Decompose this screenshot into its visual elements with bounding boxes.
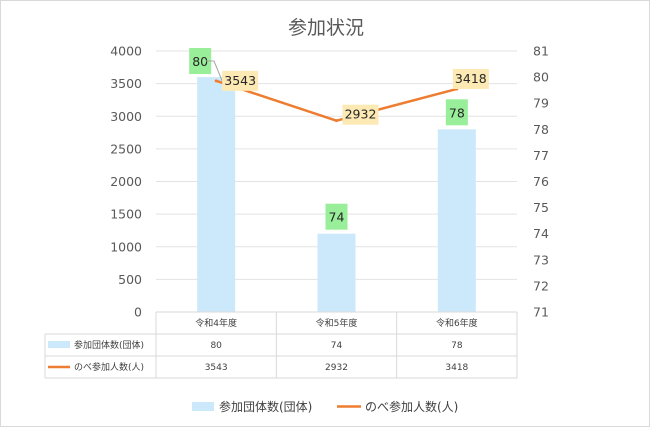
legend-label: 参加団体数(団体) bbox=[219, 399, 312, 414]
left-tick-label: 3500 bbox=[110, 76, 142, 91]
right-tick-label: 76 bbox=[533, 174, 549, 189]
bar-label-box bbox=[189, 48, 212, 74]
bar bbox=[317, 233, 356, 312]
table-cell: 78 bbox=[451, 341, 463, 351]
chart-title: 参加状況 bbox=[288, 17, 364, 39]
right-tick-label: 73 bbox=[533, 252, 549, 267]
right-tick-label: 81 bbox=[533, 44, 549, 59]
legend-label: のべ参加人数(人) bbox=[365, 399, 458, 414]
line-data-label: 3543 bbox=[224, 73, 256, 88]
bar-label-box bbox=[445, 99, 468, 126]
category-label: 令和6年度 bbox=[436, 317, 478, 329]
table-row-label: のべ参加人数(人) bbox=[74, 361, 144, 373]
line-label-box bbox=[222, 70, 259, 91]
bar-data-label: 74 bbox=[329, 210, 345, 225]
left-axis-ticks: 0 500 1000 1500 2000 2500 3000 3500 4000 bbox=[110, 44, 142, 320]
bar-data-label: 78 bbox=[449, 105, 465, 120]
table-cell: 3543 bbox=[205, 363, 228, 373]
table-cell: 2932 bbox=[325, 363, 348, 373]
left-tick-label: 1000 bbox=[110, 239, 142, 254]
line-point bbox=[214, 79, 218, 83]
left-tick-label: 0 bbox=[134, 305, 142, 320]
right-tick-label: 75 bbox=[533, 200, 549, 215]
bar-data-label: 80 bbox=[192, 54, 208, 69]
left-tick-label: 4000 bbox=[110, 44, 142, 59]
line-label-box bbox=[342, 104, 379, 125]
category-label: 令和5年度 bbox=[316, 317, 358, 329]
line-data-label: 2932 bbox=[345, 107, 377, 122]
bar bbox=[437, 129, 476, 312]
right-tick-label: 72 bbox=[533, 278, 549, 293]
table-key-bar bbox=[48, 341, 70, 348]
right-tick-label: 71 bbox=[533, 305, 549, 320]
leader-line bbox=[206, 60, 224, 84]
legend-key-bar bbox=[192, 402, 214, 411]
left-tick-label: 2500 bbox=[110, 141, 142, 156]
table-cell: 80 bbox=[210, 341, 222, 351]
left-tick-label: 3000 bbox=[110, 109, 142, 124]
right-tick-label: 78 bbox=[533, 122, 549, 137]
category-label: 令和4年度 bbox=[195, 317, 237, 329]
line-data-label: 3418 bbox=[455, 71, 487, 86]
table-cell: 74 bbox=[331, 341, 343, 351]
left-tick-label: 500 bbox=[118, 272, 142, 287]
table-cell: 3418 bbox=[445, 363, 468, 373]
line-label-box bbox=[452, 68, 489, 89]
table-row-label: 参加団体数(団体) bbox=[74, 339, 144, 351]
right-tick-label: 79 bbox=[533, 96, 549, 111]
bar-series bbox=[197, 77, 476, 312]
right-axis-ticks: 71 72 73 74 75 76 77 78 79 80 81 bbox=[533, 44, 549, 320]
right-tick-label: 80 bbox=[533, 70, 549, 85]
right-tick-label: 74 bbox=[533, 226, 549, 241]
left-tick-label: 2000 bbox=[110, 174, 142, 189]
left-tick-label: 1500 bbox=[110, 207, 142, 222]
bar-label-box bbox=[325, 203, 348, 230]
right-tick-label: 77 bbox=[533, 148, 549, 163]
line-point bbox=[335, 119, 338, 123]
legend: 参加団体数(団体) のべ参加人数(人) bbox=[192, 399, 458, 414]
bar bbox=[197, 77, 236, 312]
data-labels: 80 74 78 3543 2932 3418 bbox=[189, 48, 489, 230]
